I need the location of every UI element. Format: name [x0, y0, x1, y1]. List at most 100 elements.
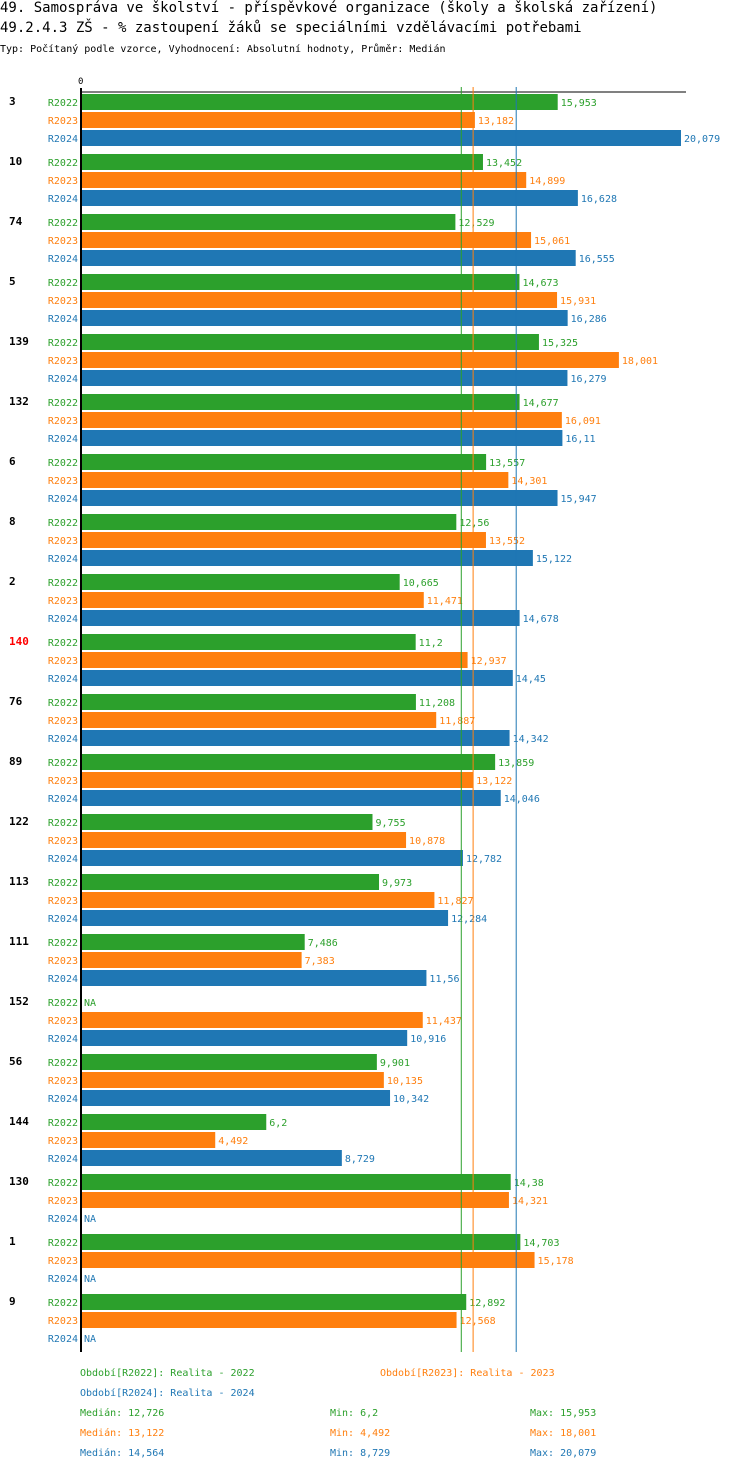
- series-label: R2023: [48, 1016, 78, 1027]
- data-label: 14,673: [522, 278, 558, 289]
- series-label: R2024: [48, 914, 78, 925]
- data-label: 13,557: [489, 458, 525, 469]
- data-label: 14,38: [514, 1178, 544, 1189]
- bar: [81, 1150, 342, 1166]
- bar: [81, 412, 562, 428]
- series-label: R2023: [48, 296, 78, 307]
- category-label: 3: [9, 95, 16, 108]
- category-label: 89: [9, 755, 22, 768]
- series-label: R2022: [48, 938, 78, 949]
- bar: [81, 394, 520, 410]
- series-label: R2022: [48, 698, 78, 709]
- legend-period-r2022: Období[R2022]: Realita - 2022: [80, 1368, 255, 1379]
- series-label: R2023: [48, 1256, 78, 1267]
- series-label: R2023: [48, 836, 78, 847]
- data-label: 8,729: [345, 1154, 375, 1165]
- series-label: R2022: [48, 878, 78, 889]
- bar: [81, 1192, 509, 1208]
- data-label: 16,286: [571, 314, 607, 325]
- series-label: R2023: [48, 1076, 78, 1087]
- data-label: 16,555: [579, 254, 615, 265]
- series-label: R2022: [48, 278, 78, 289]
- data-label: 12,568: [460, 1316, 496, 1327]
- bar: [81, 112, 475, 128]
- category-label: 111: [9, 935, 29, 948]
- category-label: 1: [9, 1235, 16, 1248]
- data-label: 12,284: [451, 914, 487, 925]
- bar: [81, 370, 568, 386]
- data-label: 14,678: [523, 614, 559, 625]
- stat-median-r2023: Medián: 13,122: [80, 1428, 165, 1439]
- series-label: R2023: [48, 1316, 78, 1327]
- series-label: R2022: [48, 998, 78, 1009]
- series-label: R2024: [48, 1094, 78, 1105]
- bar: [81, 970, 427, 986]
- data-label: 16,091: [565, 416, 601, 427]
- data-label: 12,56: [459, 518, 489, 529]
- bar: [81, 310, 568, 326]
- bar: [81, 670, 513, 686]
- data-label: 7,486: [308, 938, 338, 949]
- series-label: R2024: [48, 194, 78, 205]
- data-label: 15,325: [542, 338, 578, 349]
- bar: [81, 1090, 391, 1106]
- bar: [81, 1312, 457, 1328]
- data-label: 14,899: [529, 176, 565, 187]
- data-label: 4,492: [218, 1136, 248, 1147]
- series-label: R2024: [48, 554, 78, 565]
- data-label: 10,665: [403, 578, 439, 589]
- category-label: 113: [9, 875, 29, 888]
- data-label: NA: [84, 1214, 96, 1225]
- bar: [81, 1030, 408, 1046]
- bar: [81, 754, 496, 770]
- data-label: 16,11: [565, 434, 595, 445]
- series-label: R2023: [48, 1136, 78, 1147]
- data-label: 10,135: [387, 1076, 423, 1087]
- data-label: 14,45: [516, 674, 546, 685]
- data-label: 14,342: [513, 734, 549, 745]
- series-label: R2024: [48, 854, 78, 865]
- data-label: 11,887: [439, 716, 475, 727]
- series-label: R2022: [48, 638, 78, 649]
- data-label: 14,703: [523, 1238, 559, 1249]
- data-label: 11,827: [437, 896, 473, 907]
- data-label: 12,937: [471, 656, 507, 667]
- series-label: R2023: [48, 236, 78, 247]
- series-label: R2023: [48, 776, 78, 787]
- series-label: R2023: [48, 176, 78, 187]
- data-label: 14,301: [511, 476, 547, 487]
- category-label: 122: [9, 815, 29, 828]
- series-label: R2023: [48, 536, 78, 547]
- category-label: 140: [9, 635, 29, 648]
- bar: [81, 190, 578, 206]
- series-label: R2024: [48, 314, 78, 325]
- series-label: R2023: [48, 1196, 78, 1207]
- bar: [81, 1114, 267, 1130]
- category-label: 132: [9, 395, 29, 408]
- bar: [81, 1072, 384, 1088]
- category-label: 8: [9, 515, 16, 528]
- series-label: R2022: [48, 1298, 78, 1309]
- series-label: R2024: [48, 494, 78, 505]
- stat-max-r2023: Max: 18,001: [530, 1428, 597, 1439]
- bar: [81, 550, 533, 566]
- data-label: 16,279: [570, 374, 606, 385]
- series-label: R2023: [48, 956, 78, 967]
- bar: [81, 874, 380, 890]
- series-label: R2022: [48, 1238, 78, 1249]
- data-label: NA: [84, 1274, 96, 1285]
- series-label: R2023: [48, 896, 78, 907]
- bar: [81, 1234, 521, 1250]
- bar: [81, 172, 527, 188]
- bar: [81, 772, 474, 788]
- bar: [81, 94, 558, 110]
- bar: [81, 532, 486, 548]
- data-label: 15,947: [561, 494, 597, 505]
- category-label: 2: [9, 575, 16, 588]
- category-label: 139: [9, 335, 29, 348]
- series-label: R2022: [48, 1178, 78, 1189]
- category-label: 9: [9, 1295, 16, 1308]
- series-label: R2023: [48, 596, 78, 607]
- data-label: 11,2: [419, 638, 443, 649]
- stat-min-r2024: Min: 8,729: [330, 1448, 391, 1459]
